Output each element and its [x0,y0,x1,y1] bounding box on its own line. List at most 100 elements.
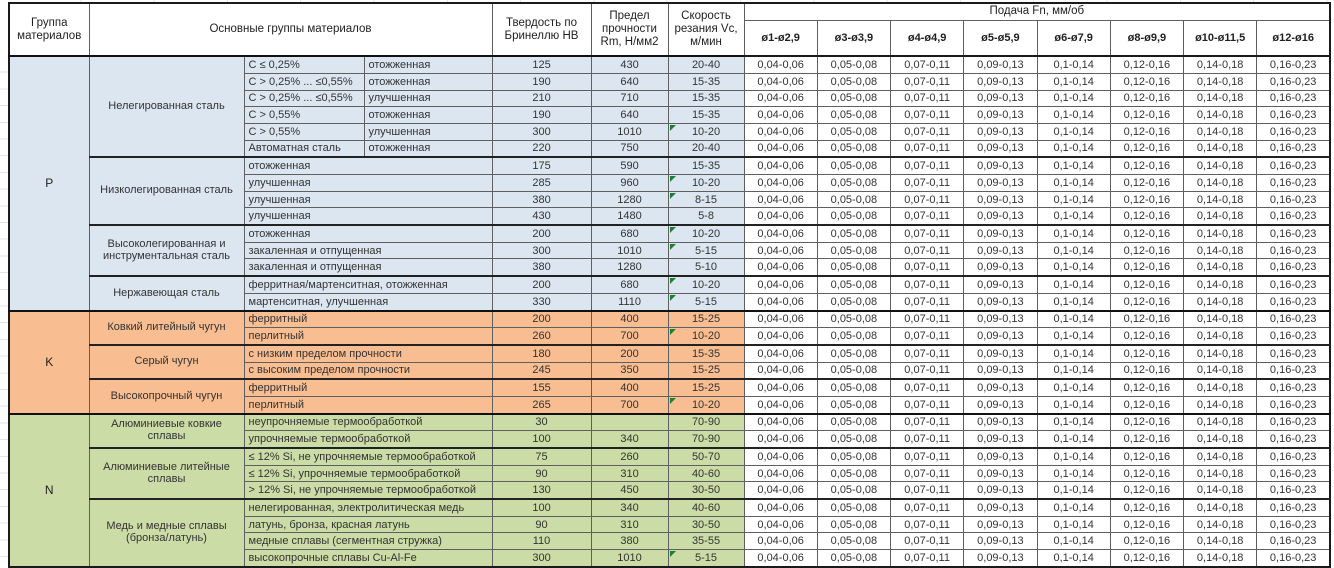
feed-value-cell: 0,04-0,06 [743,89,818,108]
feed-value-cell: 0,1-0,14 [1036,241,1111,260]
hardness-cell: 200 [491,275,592,294]
table-row: Серый чугун с низким пределом прочности 18… [9,343,1331,380]
feed-value-cell: 0,1-0,14 [1036,190,1111,209]
strength-cell: 400 [590,309,669,329]
feed-value-cell: 0,07-0,11 [890,412,965,432]
material-state-cell: отожженная [363,106,493,124]
feed-value-cell: 0,05-0,08 [816,241,892,260]
feed-value-cell: 0,12-0,16 [1109,207,1185,226]
note-triangle-icon [669,192,676,199]
table-row: Нержавеющая сталь ферритная/мартенситная,… [9,275,1331,312]
cutting-speed-cell: 5-10 [667,258,745,277]
feed-value-cell: 0,04-0,06 [743,464,818,483]
material-subtype-cell: упрочняемые термообработкой [243,430,493,449]
hardness-cell: 245 [491,361,592,380]
feed-value-cell: 0,12-0,16 [1109,72,1185,91]
feed-value-cell: 0,12-0,16 [1109,378,1185,397]
feed-value-cell: 0,07-0,11 [890,430,965,449]
feed-value-cell: 0,04-0,06 [743,174,818,192]
feed-value-cell: 0,07-0,11 [890,327,965,346]
table-row: > 12% Si, не упрочняемые термообработкой… [9,481,1331,500]
strength-cell: 1010 [590,122,669,141]
table-row: с высоким пределом прочности 245 350 15-25 0… [9,361,1331,380]
col-header-diameter-range: ø5-ø5,9 [963,19,1038,58]
hardness-cell: 190 [491,106,592,124]
feed-value-cell: 0,07-0,11 [890,464,965,483]
feed-value-cell: 0,1-0,14 [1036,532,1111,551]
cutting-speed-cell: 5-15 [667,241,745,260]
feed-value-cell: 0,14-0,18 [1183,241,1258,260]
feed-value-cell: 0,05-0,08 [816,481,892,500]
feed-value-cell: 0,12-0,16 [1109,292,1185,312]
strength-cell: 710 [590,89,669,108]
feed-value-cell: 0,1-0,14 [1036,55,1111,74]
feed-value-cell: 0,05-0,08 [816,327,892,346]
table-row: P Нелегированная сталь C ≤ 0,25% отожженная… [8,55,1331,312]
col-header-diameter-range: ø1-ø2,9 [743,19,818,58]
hardness-cell: 200 [491,309,592,329]
feed-value-cell: 0,05-0,08 [816,72,892,91]
note-triangle-icon [669,278,676,285]
material-subtype-cell: ≤ 12% Si, не упрочняемые термообработкой [243,446,493,466]
feed-value-cell: 0,12-0,16 [1109,55,1185,74]
note-triangle-icon [669,176,676,182]
feed-value-cell: 0,1-0,14 [1036,549,1111,568]
cutting-speed-cell: 10-20 [667,275,745,294]
feed-value-cell: 0,05-0,08 [816,258,892,277]
feed-value-cell: 0,09-0,13 [963,395,1038,415]
feed-value-cell: 0,14-0,18 [1183,224,1258,243]
hardness-cell: 265 [491,395,592,415]
material-subtype-cell: > 12% Si, не упрочняемые термообработкой [243,481,493,500]
feed-value-cell: 0,09-0,13 [963,412,1038,432]
table-row: улучшенная 380 1280 8-15 0,04-0,06 0,05-0,08 0… [9,190,1331,209]
feed-value-cell: 0,04-0,06 [743,106,818,124]
material-family-cell: Алюминиевые ковкие сплавы [88,412,245,449]
strength-cell: 1280 [590,258,669,277]
feed-value-cell: 0,04-0,06 [743,378,818,397]
feed-value-cell: 0,14-0,18 [1183,430,1258,449]
material-subtype-cell: C ≤ 0,25% [243,55,365,74]
cutting-speed-cell: 10-20 [667,327,745,346]
feed-value-cell: 0,12-0,16 [1109,174,1185,192]
feed-value-cell: 0,1-0,14 [1036,224,1111,243]
material-family-cell: Серый чугун [88,343,245,380]
feed-value-cell: 0,14-0,18 [1183,190,1258,209]
material-subtype-cell: латунь, бронза, красная латунь [243,515,493,534]
feed-value-cell: 0,07-0,11 [890,515,965,534]
feed-value-cell: 0,14-0,18 [1183,343,1258,363]
feed-value-cell: 0,14-0,18 [1183,532,1258,551]
feed-value-cell: 0,04-0,06 [743,190,818,209]
feed-value-cell: 0,1-0,14 [1036,515,1111,534]
group-letter-cell: N [8,412,90,568]
feed-value-cell: 0,04-0,06 [743,481,818,500]
strength-cell: 260 [590,446,669,466]
strength-cell: 1280 [590,190,669,209]
table-row: закаленная и отпущенная 380 1280 5-10 0,04-0… [9,258,1331,277]
feed-value-cell: 0,05-0,08 [816,174,892,192]
feed-value-cell: 0,16-0,23 [1256,412,1331,432]
cutting-speed-cell: 10-20 [667,122,745,141]
strength-cell: 700 [590,327,669,346]
feed-value-cell: 0,12-0,16 [1109,515,1185,534]
hardness-cell: 210 [491,89,592,108]
hardness-cell: 100 [491,430,592,449]
cutting-speed-cell: 30-50 [667,481,745,500]
feed-value-cell: 0,1-0,14 [1036,395,1111,415]
hardness-cell: 90 [491,515,592,534]
feed-value-cell: 0,14-0,18 [1183,55,1258,74]
col-header-diameter-range: ø4-ø4,9 [890,19,965,58]
hardness-cell: 190 [491,72,592,91]
feed-value-cell: 0,12-0,16 [1109,446,1185,466]
feed-value-cell: 0,16-0,23 [1256,378,1331,397]
strength-cell: 640 [590,72,669,91]
strength-cell: 960 [590,174,669,192]
feed-value-cell: 0,07-0,11 [890,122,965,141]
feed-value-cell: 0,16-0,23 [1256,139,1331,158]
feed-value-cell: 0,12-0,16 [1109,106,1185,124]
hardness-cell: 125 [491,55,592,74]
strength-cell [590,412,669,432]
feed-value-cell: 0,09-0,13 [963,122,1038,141]
hardness-cell: 430 [491,207,592,226]
feed-value-cell: 0,12-0,16 [1109,412,1185,432]
feed-value-cell: 0,07-0,11 [890,258,965,277]
